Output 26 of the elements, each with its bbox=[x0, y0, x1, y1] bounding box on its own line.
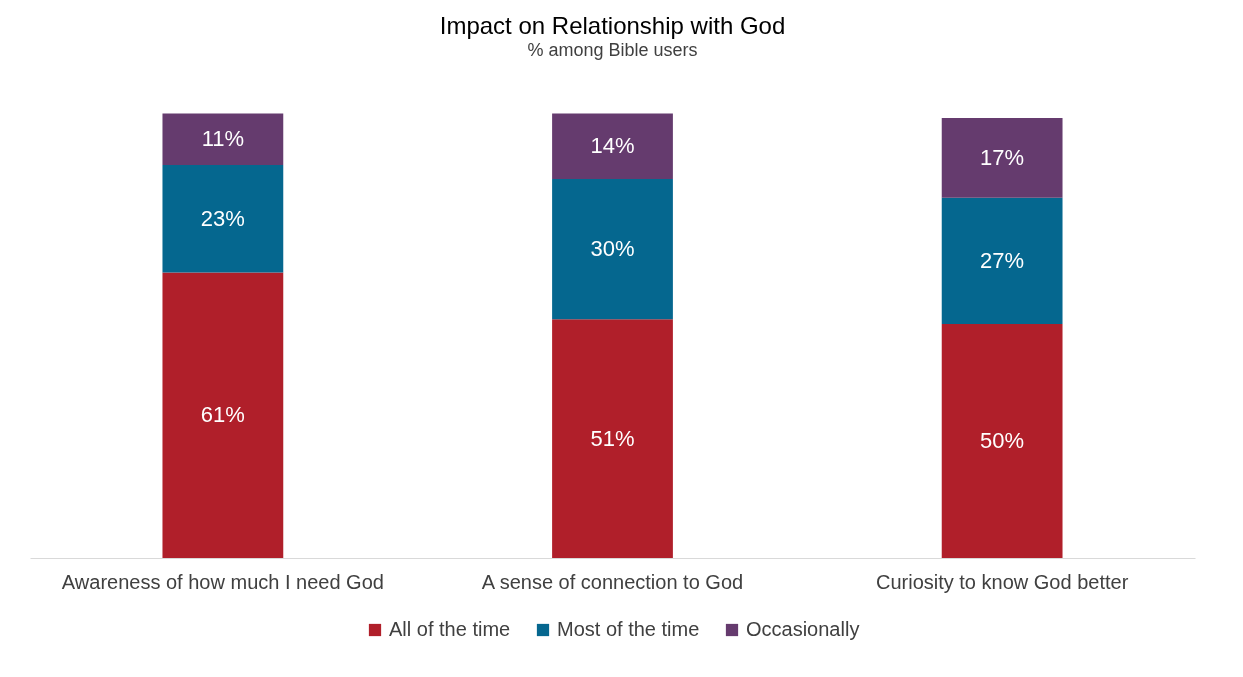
bar bbox=[552, 178, 673, 320]
bar bbox=[941, 197, 1063, 324]
x-tick-label: Curiosity to know God better bbox=[875, 570, 1129, 593]
data-label: 50% bbox=[980, 428, 1025, 453]
chart-subtitle: % among Bible users bbox=[527, 40, 698, 60]
bar bbox=[162, 164, 284, 273]
data-label: 27% bbox=[980, 247, 1025, 273]
data-label: 23% bbox=[200, 205, 245, 231]
bar bbox=[941, 118, 1063, 198]
legend-label: Most of the time bbox=[557, 618, 700, 640]
chart-title: Impact on Relationship with God bbox=[439, 12, 786, 39]
bar bbox=[941, 324, 1063, 558]
x-tick-label: A sense of connection to God bbox=[481, 570, 744, 593]
data-label: 11% bbox=[201, 126, 245, 152]
data-label: 30% bbox=[590, 236, 635, 262]
legend-label: All of the time bbox=[389, 618, 511, 640]
bar bbox=[552, 319, 673, 558]
data-label: 51% bbox=[590, 425, 635, 451]
bar bbox=[552, 113, 673, 179]
data-label: 14% bbox=[590, 133, 635, 159]
bar bbox=[162, 113, 284, 165]
data-label: 17% bbox=[980, 144, 1025, 170]
legend-label: Occasionally bbox=[746, 618, 860, 640]
x-tick-label: Awareness of how much I need God bbox=[61, 570, 384, 593]
data-label: 61% bbox=[200, 402, 245, 428]
bar bbox=[162, 272, 284, 558]
